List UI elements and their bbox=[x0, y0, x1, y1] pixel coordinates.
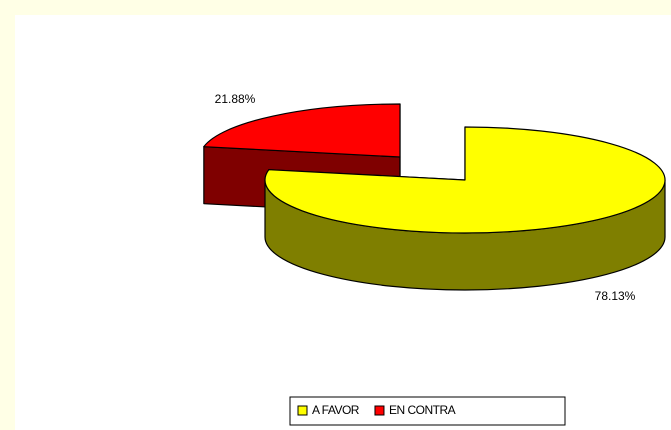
slice bbox=[264, 126, 666, 234]
slice bbox=[203, 103, 401, 158]
data-label: 78.13% bbox=[595, 289, 636, 303]
legend-label: EN CONTRA bbox=[389, 403, 456, 417]
legend-swatch bbox=[374, 405, 385, 416]
legend-swatch bbox=[297, 405, 308, 416]
legend-label: A FAVOR bbox=[312, 403, 360, 417]
data-label: 21.88% bbox=[215, 92, 256, 106]
legend bbox=[289, 396, 566, 426]
